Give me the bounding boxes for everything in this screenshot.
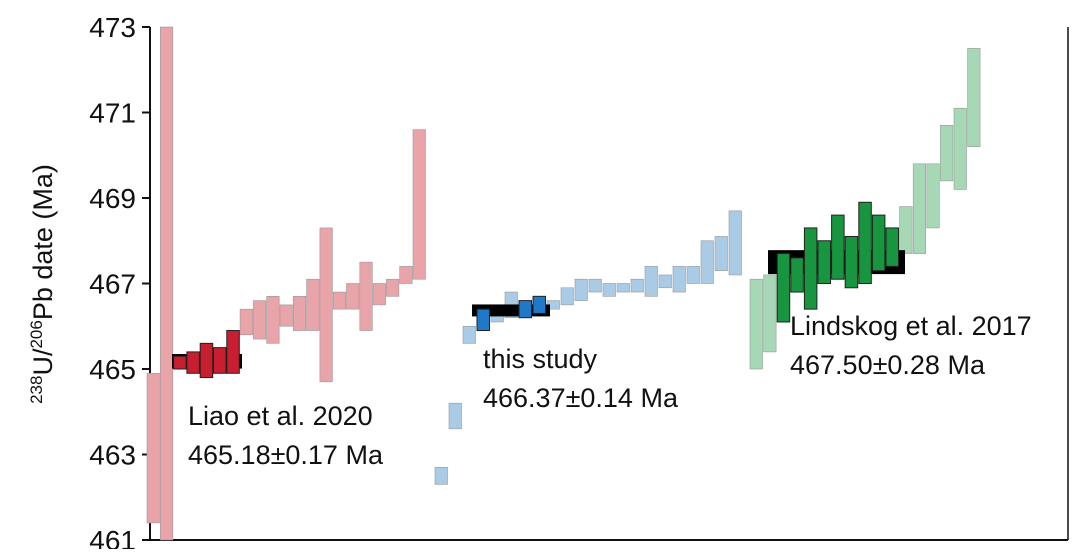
excluded-bar (386, 278, 400, 297)
excluded-bar (462, 325, 476, 344)
included-bar (186, 351, 200, 374)
included-bar (790, 257, 804, 293)
excluded-bar (448, 402, 462, 430)
included-bar (885, 227, 899, 267)
included-bar (831, 214, 845, 280)
excluded-bar (239, 308, 253, 336)
excluded-bar (434, 467, 448, 485)
excluded-bar (332, 291, 347, 310)
y-tick-label: 469 (89, 183, 136, 214)
y-label-part: Pb date (Ma) (28, 164, 58, 320)
group-label: Liao et al. 2020 (188, 401, 373, 431)
excluded-bar (749, 278, 763, 370)
group-date: 466.37±0.14 Ma (483, 383, 679, 413)
included-bar (844, 235, 859, 289)
included-bar (226, 330, 240, 374)
excluded-bar (940, 125, 954, 182)
excluded-bar (306, 278, 320, 331)
excluded-bar (146, 372, 160, 524)
y-tick-label: 463 (89, 440, 136, 471)
included-bar (518, 300, 532, 319)
excluded-bar (253, 300, 267, 340)
included-bar (199, 342, 214, 379)
y-label-part: U/ (28, 348, 58, 375)
y-tick-label: 471 (89, 98, 136, 129)
excluded-bar (346, 283, 360, 310)
excluded-bar (588, 278, 602, 293)
included-bar (858, 201, 872, 284)
excluded-bar (644, 266, 658, 297)
y-tick-label: 473 (89, 12, 136, 43)
included-bar (532, 295, 546, 314)
excluded-bar (899, 206, 913, 254)
excluded-bar (574, 278, 588, 301)
excluded-bar (728, 210, 742, 276)
excluded-bar (763, 274, 777, 353)
excluded-bar (630, 278, 644, 293)
included-bar (871, 214, 886, 272)
y-tick-label: 461 (89, 525, 136, 549)
excluded-bar (926, 163, 940, 229)
group-label: this study (483, 344, 598, 374)
y-label-sup: 206 (27, 320, 46, 348)
excluded-bar (616, 283, 630, 293)
excluded-bar (412, 129, 426, 280)
excluded-bar (160, 26, 174, 541)
included-bar (476, 308, 490, 332)
group-date: 467.50±0.28 Ma (790, 350, 986, 380)
excluded-bar (279, 304, 293, 327)
included-bar (173, 355, 187, 370)
y-tick-label: 467 (89, 269, 136, 300)
group-label: Lindskog et al. 2017 (790, 311, 1032, 341)
excluded-bar (266, 296, 280, 344)
y-tick-label: 465 (89, 354, 136, 385)
excluded-bar (700, 240, 714, 284)
weighted-mean (472, 304, 550, 317)
excluded-bar (658, 274, 672, 289)
excluded-bar (372, 283, 386, 306)
included-bar (817, 240, 831, 284)
y-label-sup: 238 (27, 376, 46, 404)
excluded-bar (560, 287, 574, 306)
excluded-bar (292, 296, 307, 331)
included-bar (776, 253, 791, 323)
group-date: 465.18±0.17 Ma (188, 440, 384, 470)
excluded-bar (602, 283, 616, 297)
excluded-bar (319, 227, 333, 383)
excluded-bar (672, 266, 686, 293)
excluded-bar (359, 261, 373, 331)
y-axis-label: 238U/206Pb date (Ma) (27, 164, 58, 404)
excluded-bar (912, 163, 927, 254)
excluded-bar (686, 266, 700, 284)
excluded-bar (714, 236, 728, 271)
excluded-bar (953, 107, 967, 190)
included-bar (803, 227, 818, 310)
excluded-bar (399, 266, 413, 284)
included-bar (213, 347, 227, 374)
excluded-bar (967, 48, 981, 147)
